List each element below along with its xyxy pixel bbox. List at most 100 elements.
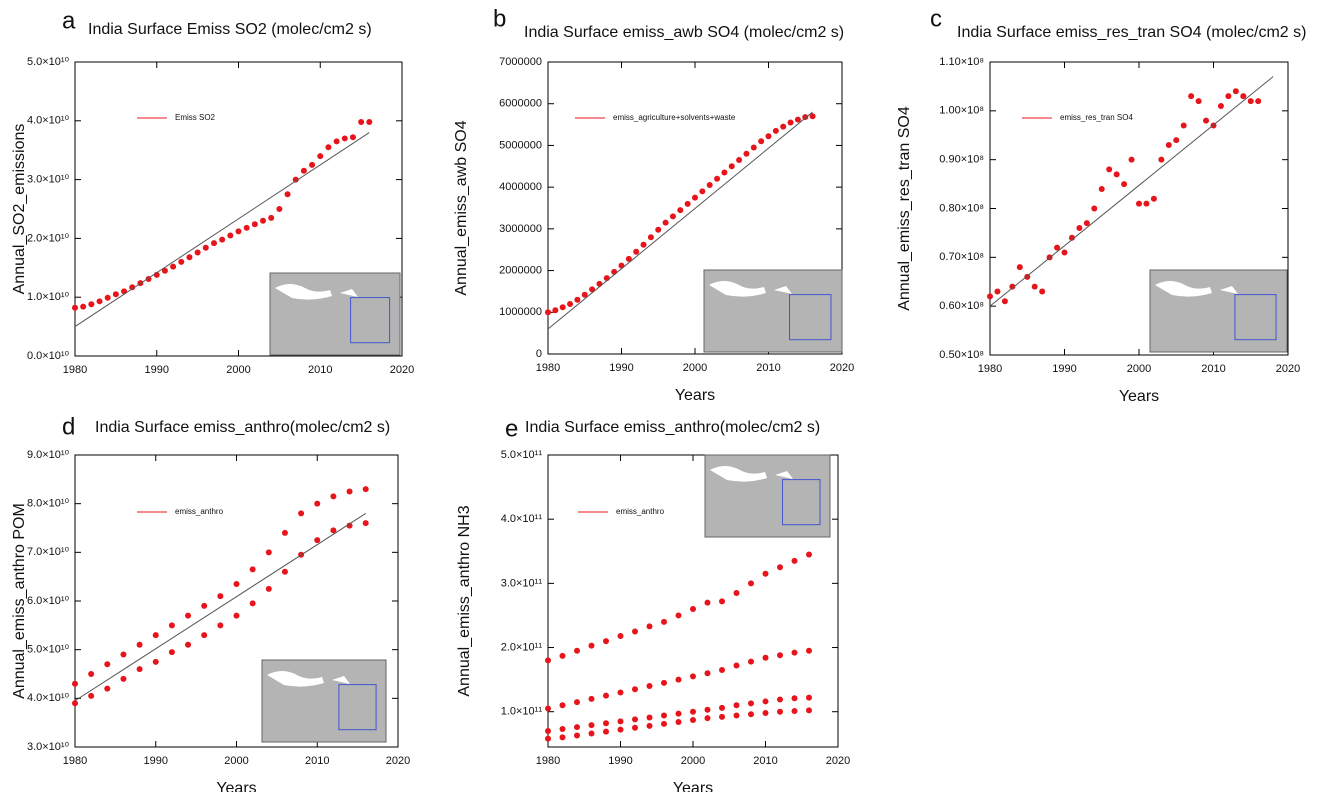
data-point <box>72 304 78 311</box>
data-point <box>806 551 812 558</box>
data-point <box>168 622 175 629</box>
data-point <box>161 267 168 274</box>
panel-letter: d <box>62 413 75 440</box>
y-tick-label: 4.0×10¹¹ <box>501 513 543 525</box>
x-tick-label: 1990 <box>144 755 168 767</box>
data-point <box>714 175 721 182</box>
data-point <box>596 280 603 287</box>
data-point <box>777 652 783 659</box>
data-point <box>677 207 684 214</box>
data-point <box>640 241 647 248</box>
data-point <box>603 638 609 645</box>
y-tick-label: 2.0×10¹¹ <box>501 641 543 653</box>
y-tick-label: 2.0×10¹⁰ <box>27 232 70 244</box>
y-tick-label: 5.0×10¹¹ <box>501 449 543 461</box>
data-point <box>281 568 288 575</box>
data-point <box>684 200 691 207</box>
y-tick-label: 5.0×10¹⁰ <box>27 56 70 68</box>
data-point <box>603 728 609 735</box>
data-point <box>748 658 754 665</box>
data-point <box>268 214 275 221</box>
data-point <box>574 647 580 654</box>
data-point <box>1150 195 1157 202</box>
y-tick-label: 0.70×10⁸ <box>939 251 984 263</box>
x-axis-label: Years <box>216 780 256 792</box>
data-point <box>719 598 725 605</box>
data-point <box>704 706 711 713</box>
inset-region <box>338 684 377 731</box>
data-point <box>136 666 143 673</box>
data-point <box>330 493 337 500</box>
inset-region <box>1234 294 1277 341</box>
data-point <box>559 652 566 659</box>
data-point <box>1054 244 1061 251</box>
data-point <box>346 488 353 495</box>
data-point <box>1113 171 1120 178</box>
data-point <box>201 632 208 639</box>
data-point <box>1106 166 1113 173</box>
data-point <box>545 657 551 664</box>
data-point <box>265 549 272 556</box>
data-point <box>762 654 769 661</box>
data-point <box>219 236 226 243</box>
data-point <box>265 585 272 592</box>
data-point <box>791 649 798 656</box>
data-point <box>675 718 682 725</box>
chart-title: India Surface emiss_res_tran SO4 (molec/… <box>957 24 1306 41</box>
data-point <box>706 182 713 189</box>
data-point <box>235 228 242 235</box>
inset-region <box>782 479 821 526</box>
data-point <box>704 670 711 677</box>
data-point <box>574 296 581 303</box>
data-point <box>806 707 812 714</box>
data-point <box>251 221 258 228</box>
legend-label: Emiss SO2 <box>175 113 216 122</box>
data-point <box>632 724 638 731</box>
data-point <box>1061 249 1068 256</box>
x-tick-label: 2010 <box>753 755 777 767</box>
x-axis-label: Years <box>1119 388 1159 405</box>
data-point <box>559 734 566 741</box>
data-point <box>994 288 1001 295</box>
data-point <box>362 486 369 493</box>
trend-line <box>74 512 366 702</box>
data-point <box>104 661 111 668</box>
x-tick-label: 1980 <box>978 363 1002 375</box>
data-point <box>120 651 127 658</box>
data-point <box>791 557 798 564</box>
y-tick-label: 1.10×10⁸ <box>939 56 984 68</box>
y-tick-label: 0.80×10⁸ <box>939 202 984 214</box>
y-axis-label: Annual_SO2_emissions <box>11 124 28 295</box>
chart-title: India Surface emiss_awb SO4 (molec/cm2 s… <box>524 24 844 41</box>
data-point <box>675 612 682 619</box>
data-point <box>802 114 809 121</box>
data-point <box>341 135 348 142</box>
data-point <box>675 676 682 683</box>
x-tick-label: 2010 <box>305 755 329 767</box>
data-point <box>1143 200 1150 207</box>
data-point <box>314 537 321 544</box>
data-point <box>647 234 654 241</box>
data-point <box>617 689 624 696</box>
y-tick-label: 0 <box>536 348 542 360</box>
y-tick-label: 7.0×10¹⁰ <box>27 546 70 558</box>
data-point <box>603 720 609 727</box>
data-point <box>88 671 95 677</box>
data-point <box>721 169 728 176</box>
data-point <box>690 606 696 613</box>
data-point <box>243 224 250 231</box>
data-point <box>72 700 78 707</box>
data-point <box>552 307 559 314</box>
data-point <box>168 649 175 656</box>
data-point <box>777 564 783 571</box>
y-tick-label: 4000000 <box>499 181 542 193</box>
data-point <box>1136 200 1142 207</box>
data-point <box>1031 283 1038 290</box>
x-tick-label: 2010 <box>308 364 332 376</box>
data-point <box>104 685 111 692</box>
data-point <box>545 735 551 742</box>
data-point <box>233 612 240 619</box>
data-point <box>233 580 240 587</box>
data-point <box>210 240 217 247</box>
data-point <box>300 167 307 174</box>
